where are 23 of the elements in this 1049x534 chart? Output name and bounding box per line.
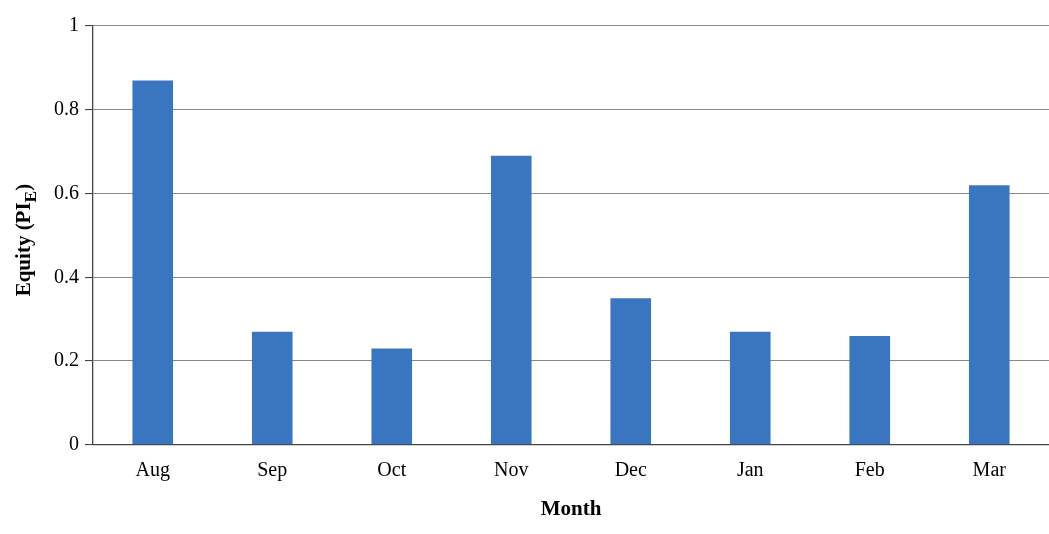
x-tick-label: Jan [736, 458, 764, 481]
bar [371, 348, 413, 445]
x-axis-title: Month [540, 495, 602, 520]
bar [490, 155, 532, 445]
y-tick-label: 0 [69, 432, 79, 455]
y-tick-label: 0.2 [54, 348, 79, 371]
bar [968, 185, 1010, 445]
y-tick-label: 0.8 [54, 97, 79, 120]
bar [251, 331, 293, 445]
y-tick-label: 0.4 [54, 264, 79, 287]
x-tick-label: Oct [377, 458, 407, 481]
x-tick-label: Aug [135, 458, 170, 482]
y-tick-label: 1 [69, 13, 79, 36]
y-tick-label: 0.6 [54, 180, 79, 203]
x-tick-label: Sep [257, 458, 288, 482]
bar [132, 80, 174, 445]
x-tick-label: Nov [494, 458, 529, 481]
bar [849, 335, 891, 445]
bar [729, 331, 771, 445]
x-tick-label: Feb [854, 458, 885, 481]
x-tick-label: Mar [972, 458, 1007, 481]
bar [610, 298, 652, 445]
x-tick-label: Dec [614, 458, 647, 481]
